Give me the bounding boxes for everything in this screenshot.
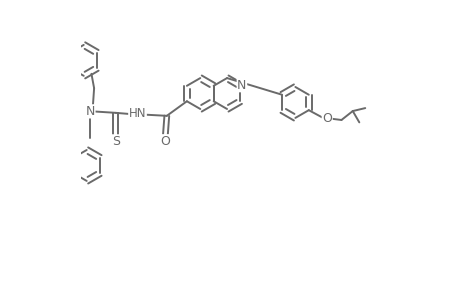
Text: HN: HN (129, 107, 146, 120)
Text: O: O (322, 112, 331, 125)
Text: N: N (85, 105, 95, 118)
Text: O: O (159, 135, 169, 148)
Text: N: N (237, 79, 246, 92)
Text: S: S (112, 135, 119, 148)
